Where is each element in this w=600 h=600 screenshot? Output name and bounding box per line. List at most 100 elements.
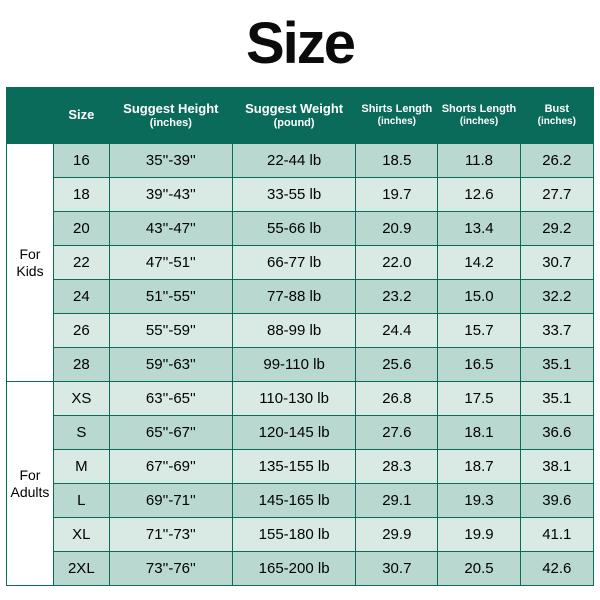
header-sublabel: (inches) <box>356 116 437 128</box>
header-sublabel: (inches) <box>438 116 519 128</box>
cell-size: 18 <box>53 178 109 212</box>
table-row: L69''-71''145-165 lb29.119.339.6 <box>7 484 594 518</box>
table-row: M67''-69''135-155 lb28.318.738.1 <box>7 450 594 484</box>
cell-weight: 33-55 lb <box>232 178 355 212</box>
header-sublabel: (inches) <box>110 117 232 130</box>
cell-shorts: 11.8 <box>438 144 520 178</box>
cell-size: 28 <box>53 348 109 382</box>
cell-weight: 99-110 lb <box>232 348 355 382</box>
table-row: 2655''-59''88-99 lb24.415.733.7 <box>7 314 594 348</box>
cell-bust: 39.6 <box>520 484 593 518</box>
cell-size: 20 <box>53 212 109 246</box>
table-row: 2247''-51''66-77 lb22.014.230.7 <box>7 246 594 280</box>
cell-weight: 77-88 lb <box>232 280 355 314</box>
cell-shirt: 26.8 <box>356 382 438 416</box>
cell-weight: 135-155 lb <box>232 450 355 484</box>
cell-size: 26 <box>53 314 109 348</box>
group-label-line: Kids <box>7 263 53 280</box>
cell-height: 43''-47'' <box>109 212 232 246</box>
cell-shorts: 20.5 <box>438 552 520 586</box>
cell-shirt: 20.9 <box>356 212 438 246</box>
cell-bust: 35.1 <box>520 348 593 382</box>
header-col: Size <box>53 88 109 144</box>
cell-bust: 33.7 <box>520 314 593 348</box>
cell-bust: 36.6 <box>520 416 593 450</box>
header-label: Bust <box>521 103 593 116</box>
table-body: ForKids1635''-39''22-44 lb18.511.826.218… <box>7 144 594 586</box>
cell-bust: 27.7 <box>520 178 593 212</box>
cell-bust: 32.2 <box>520 280 593 314</box>
cell-shorts: 19.3 <box>438 484 520 518</box>
group-label: ForKids <box>7 144 54 382</box>
header-col: Suggest Weight(pound) <box>232 88 355 144</box>
cell-height: 59''-63'' <box>109 348 232 382</box>
cell-weight: 165-200 lb <box>232 552 355 586</box>
cell-height: 65''-67'' <box>109 416 232 450</box>
table-row: S65''-67''120-145 lb27.618.136.6 <box>7 416 594 450</box>
cell-height: 39''-43'' <box>109 178 232 212</box>
cell-shorts: 16.5 <box>438 348 520 382</box>
table-row: 2451''-55''77-88 lb23.215.032.2 <box>7 280 594 314</box>
cell-bust: 38.1 <box>520 450 593 484</box>
group-label-line: For <box>7 467 53 484</box>
cell-weight: 66-77 lb <box>232 246 355 280</box>
table-row: 2XL73''-76''165-200 lb30.720.542.6 <box>7 552 594 586</box>
cell-bust: 30.7 <box>520 246 593 280</box>
cell-size: L <box>53 484 109 518</box>
cell-size: 22 <box>53 246 109 280</box>
cell-bust: 41.1 <box>520 518 593 552</box>
cell-shorts: 13.4 <box>438 212 520 246</box>
header-label: Suggest Height <box>110 102 232 117</box>
cell-weight: 88-99 lb <box>232 314 355 348</box>
cell-shorts: 15.7 <box>438 314 520 348</box>
page-title: Size <box>6 10 594 77</box>
cell-height: 55''-59'' <box>109 314 232 348</box>
size-table: SizeSuggest Height(inches)Suggest Weight… <box>6 87 594 586</box>
header-col: Bust(inches) <box>520 88 593 144</box>
table-row: 2043''-47''55-66 lb20.913.429.2 <box>7 212 594 246</box>
cell-shirt: 24.4 <box>356 314 438 348</box>
group-label: ForAdults <box>7 382 54 586</box>
cell-weight: 110-130 lb <box>232 382 355 416</box>
cell-height: 63''-65'' <box>109 382 232 416</box>
cell-shirt: 29.9 <box>356 518 438 552</box>
cell-shirt: 29.1 <box>356 484 438 518</box>
cell-shirt: 28.3 <box>356 450 438 484</box>
cell-shirt: 25.6 <box>356 348 438 382</box>
cell-weight: 145-165 lb <box>232 484 355 518</box>
cell-size: 2XL <box>53 552 109 586</box>
header-col: Suggest Height(inches) <box>109 88 232 144</box>
header-sublabel: (pound) <box>233 117 355 130</box>
header-label: Shirts Length <box>356 103 437 116</box>
cell-shorts: 14.2 <box>438 246 520 280</box>
cell-height: 69''-71'' <box>109 484 232 518</box>
cell-shorts: 15.0 <box>438 280 520 314</box>
header-col: Shorts Length(inches) <box>438 88 520 144</box>
table-row: XL71''-73''155-180 lb29.919.941.1 <box>7 518 594 552</box>
cell-shorts: 12.6 <box>438 178 520 212</box>
header-label: Size <box>54 108 109 123</box>
cell-size: XL <box>53 518 109 552</box>
cell-bust: 26.2 <box>520 144 593 178</box>
cell-size: 16 <box>53 144 109 178</box>
cell-weight: 55-66 lb <box>232 212 355 246</box>
cell-shirt: 19.7 <box>356 178 438 212</box>
cell-height: 73''-76'' <box>109 552 232 586</box>
cell-shorts: 19.9 <box>438 518 520 552</box>
header-row: SizeSuggest Height(inches)Suggest Weight… <box>7 88 594 144</box>
cell-shirt: 27.6 <box>356 416 438 450</box>
cell-height: 35''-39'' <box>109 144 232 178</box>
cell-height: 71''-73'' <box>109 518 232 552</box>
cell-size: M <box>53 450 109 484</box>
header-col: Shirts Length(inches) <box>356 88 438 144</box>
table-row: 2859''-63''99-110 lb25.616.535.1 <box>7 348 594 382</box>
cell-height: 47''-51'' <box>109 246 232 280</box>
cell-size: 24 <box>53 280 109 314</box>
cell-bust: 42.6 <box>520 552 593 586</box>
cell-bust: 35.1 <box>520 382 593 416</box>
header-sublabel: (inches) <box>521 116 593 128</box>
cell-height: 67''-69'' <box>109 450 232 484</box>
cell-weight: 22-44 lb <box>232 144 355 178</box>
cell-shirt: 18.5 <box>356 144 438 178</box>
table-row: ForKids1635''-39''22-44 lb18.511.826.2 <box>7 144 594 178</box>
